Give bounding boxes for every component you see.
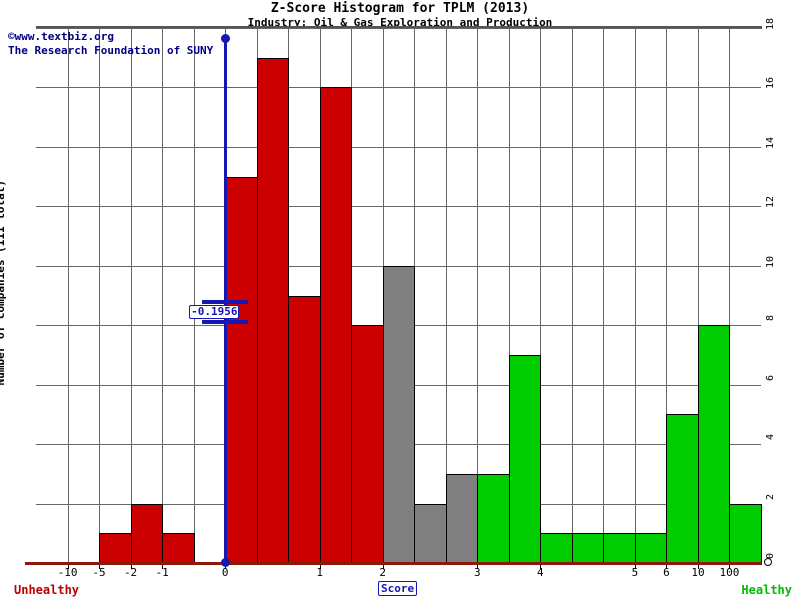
gridline-x-4 [162, 28, 163, 563]
y-tick-label: 0 [765, 553, 776, 560]
gridline-x-2 [99, 28, 100, 563]
gridline-x-13 [446, 28, 447, 563]
histogram-bar [320, 87, 352, 563]
x-tick-mark [698, 565, 699, 569]
x-tick-label: 10 [691, 566, 705, 579]
page-title: Z-Score Histogram for TPLM (2013) [270, 1, 530, 16]
gridline-x-20 [666, 28, 667, 563]
histogram-bar [540, 533, 573, 563]
x-tick-mark [477, 565, 478, 569]
x-axis-title: Score [378, 581, 418, 596]
x-tick-mark [540, 565, 541, 569]
x-tick-label: 4 [537, 566, 544, 579]
x-tick-mark [320, 565, 321, 569]
x-tick-label: 2 [379, 566, 387, 579]
histogram-bar [131, 503, 163, 563]
x-tick-mark [666, 565, 667, 569]
x-tick-label: 1 [316, 566, 323, 579]
x-tick-mark [131, 565, 132, 569]
y-tick-label: 2 [765, 493, 776, 500]
gridline-y-12 [36, 206, 761, 208]
gridline-x-19 [635, 28, 636, 563]
x-tick-mark [68, 565, 69, 569]
watermark-line-1: ©www.textbiz.org [8, 30, 114, 43]
histogram-bar [257, 57, 289, 563]
gridline-x-1 [68, 28, 69, 563]
y-tick-label: 16 [765, 77, 776, 90]
x-tick-mark [729, 565, 730, 569]
histogram-bar [729, 503, 762, 563]
histogram-bar [572, 533, 604, 563]
x-tick-label: -1 [155, 566, 169, 579]
gridline-y-16 [36, 87, 761, 89]
gridline-x-18 [603, 28, 604, 563]
plot-top-border [36, 26, 762, 29]
healthy-end-label: Healthy [741, 583, 792, 597]
histogram-bar [635, 533, 667, 563]
histogram-bar [603, 533, 636, 563]
y-tick-label: 18 [765, 18, 776, 31]
marker-value-label: -0.1956 [189, 305, 240, 319]
gridline-y-18 [36, 28, 761, 29]
gridline-y-14 [36, 146, 761, 148]
y-tick-label: 12 [765, 196, 776, 209]
marker-top-dot-icon [220, 34, 230, 43]
x-tick-mark [162, 565, 163, 569]
marker-bottom-dot-icon [220, 558, 230, 567]
histogram-bar [225, 176, 258, 563]
histogram-bar [288, 295, 321, 563]
histogram-bar [477, 473, 510, 563]
gridline-x-14 [477, 28, 478, 563]
histogram-bar [698, 325, 730, 563]
gridline-x-22 [729, 28, 730, 563]
watermark-line-2: The Research Foundation of SUNY [8, 44, 214, 57]
histogram-bar [666, 414, 699, 563]
y-tick-label: 6 [765, 374, 776, 381]
histogram-bar [99, 533, 132, 563]
x-tick-label: 3 [473, 566, 481, 579]
gridline-x-15 [509, 28, 510, 563]
watermark: ©www.textbiz.org The Research Foundation… [8, 30, 213, 58]
histogram-bar [509, 354, 541, 563]
gridline-x-16 [540, 28, 541, 563]
histogram-bar [383, 265, 415, 563]
histogram-bar [162, 533, 195, 563]
x-tick-label: -10 [57, 566, 78, 579]
y-tick-label: 10 [765, 255, 776, 268]
histogram-bar [414, 503, 447, 563]
plot-area [36, 28, 762, 563]
y-tick-label: 4 [765, 434, 776, 441]
chart-subtitle: Industry: Oil & Gas Exploration and Prod… [247, 16, 553, 29]
histogram-bar [446, 473, 478, 563]
x-tick-label: -2 [123, 566, 138, 579]
gridline-x-3 [131, 28, 132, 563]
x-tick-mark [225, 565, 226, 569]
x-axis-line [25, 562, 762, 565]
axis-end-marker-icon [764, 558, 772, 566]
marker-lower-bracket [202, 320, 249, 324]
x-tick-label: 5 [631, 566, 639, 579]
x-tick-mark [383, 565, 384, 569]
x-tick-label: 0 [221, 566, 229, 579]
x-tick-label: 100 [719, 566, 740, 579]
y-tick-label: 8 [765, 315, 776, 322]
x-tick-label: -5 [92, 566, 106, 579]
histogram-bar [351, 325, 384, 563]
x-tick-mark [635, 565, 636, 569]
unhealthy-end-label: Unhealthy [14, 583, 80, 597]
gridline-x-21 [698, 28, 699, 563]
gridline-x-5 [194, 28, 195, 563]
x-tick-mark [99, 565, 100, 569]
x-tick-label: 6 [663, 566, 670, 579]
y-tick-label: 14 [765, 136, 776, 149]
marker-upper-bracket [202, 300, 249, 304]
gridline-x-17 [572, 28, 573, 563]
y-axis-label: Number of companies (111 total) [0, 180, 7, 386]
